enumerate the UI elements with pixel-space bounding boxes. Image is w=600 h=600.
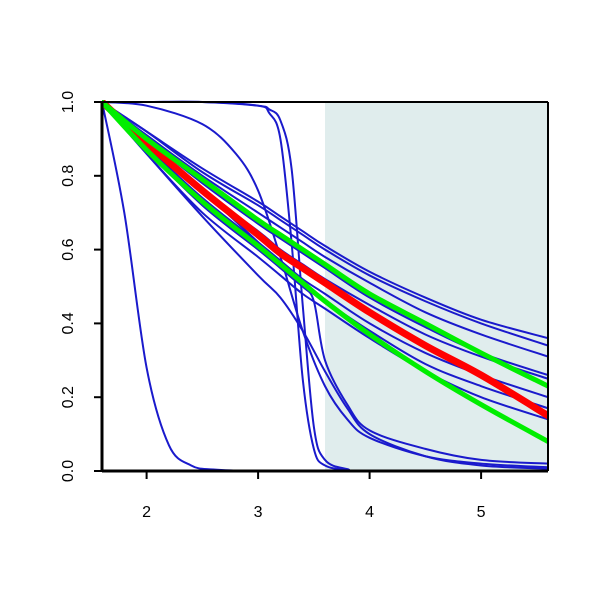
x-tick-label: 4 (365, 504, 374, 521)
series-line-green-15 (102, 100, 548, 389)
series-line-blue-0 (102, 101, 548, 340)
series-line-red-14 (102, 100, 548, 420)
y-tick-label: 0.0 (60, 460, 77, 482)
x-tick-label: 5 (477, 504, 486, 521)
y-tick-label: 0.4 (60, 312, 77, 334)
series-line-blue-2 (102, 101, 548, 358)
axes-layer: 2 3 4 5 0.0 0.2 0.4 0.6 0.8 1.0 (60, 91, 549, 521)
y-tick-label: 0.2 (60, 386, 77, 408)
series-line-blue-1 (102, 101, 548, 347)
x-tick-label: 3 (254, 504, 263, 521)
series-line-green-16 (102, 100, 548, 444)
y-tick-label: 0.6 (60, 238, 77, 260)
series-line-blue-13 (102, 101, 548, 470)
y-tick-label: 0.8 (60, 165, 77, 187)
x-tick-label: 2 (142, 504, 151, 521)
series-line-blue-5 (102, 101, 548, 399)
y-tick-label: 1.0 (60, 91, 77, 113)
